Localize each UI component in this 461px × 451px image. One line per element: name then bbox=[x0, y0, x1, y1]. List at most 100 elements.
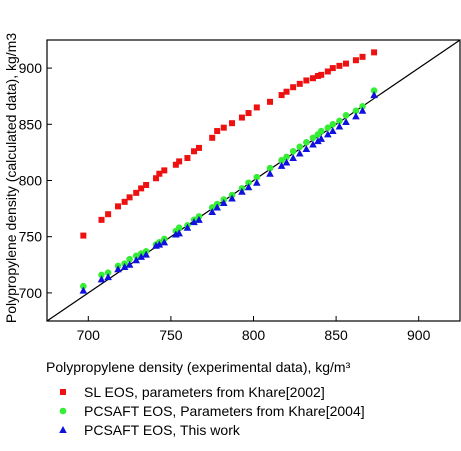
series-1-point bbox=[318, 71, 325, 78]
series-2-point bbox=[80, 282, 87, 290]
y-tick-label: 850 bbox=[19, 116, 43, 132]
series-3-point bbox=[342, 118, 350, 126]
plot-frame bbox=[46, 39, 461, 322]
series-3-point bbox=[137, 252, 145, 260]
series-3-point bbox=[358, 106, 367, 114]
series-1-point bbox=[283, 88, 290, 95]
series-3-point bbox=[370, 91, 378, 99]
series-1-point bbox=[214, 128, 221, 135]
series-3-point bbox=[175, 229, 183, 237]
series-1-point bbox=[80, 232, 87, 239]
series-1-point bbox=[309, 75, 316, 82]
series-1-point bbox=[105, 211, 112, 218]
series-1-point bbox=[176, 158, 183, 165]
series-2-point bbox=[253, 173, 261, 181]
legend: SL EOS, parameters from Khare[2002] PCSAF… bbox=[59, 384, 365, 438]
series-3-point bbox=[228, 194, 236, 202]
series-3-point bbox=[317, 134, 326, 142]
series-1-point bbox=[336, 62, 343, 69]
series-2-point bbox=[296, 143, 304, 151]
series-2-point bbox=[283, 153, 290, 161]
legend-label-1: SL EOS, parameters from Khare[2002] bbox=[84, 384, 325, 400]
x-tick-label: 750 bbox=[159, 327, 183, 343]
series-3-point bbox=[309, 140, 317, 148]
series-1-point bbox=[329, 65, 336, 72]
series-1-point bbox=[172, 161, 179, 168]
series-1-point bbox=[314, 72, 321, 79]
series-2-point bbox=[352, 107, 360, 115]
series-2-point bbox=[289, 147, 297, 155]
series-1-point bbox=[371, 49, 378, 56]
series-1-point bbox=[156, 170, 163, 177]
series-2-point bbox=[329, 121, 337, 128]
series-2-point bbox=[370, 87, 378, 94]
series-1-point bbox=[324, 68, 331, 75]
series-3-point bbox=[195, 215, 203, 223]
series-1-point bbox=[352, 57, 359, 64]
y-tick-label: 700 bbox=[19, 285, 43, 301]
series-2-point bbox=[208, 204, 216, 211]
series-2-point bbox=[309, 134, 317, 142]
series-3-point bbox=[114, 265, 122, 273]
series-3-point bbox=[79, 286, 88, 294]
series-3-point bbox=[352, 112, 360, 120]
series-1-point bbox=[220, 124, 227, 131]
series-3-point bbox=[324, 130, 332, 138]
series-3-point bbox=[125, 260, 134, 268]
series-2-point bbox=[336, 117, 343, 125]
series-2-point bbox=[342, 112, 350, 119]
series-1-point bbox=[98, 216, 105, 223]
series-3-point bbox=[289, 154, 297, 162]
legend-label-3: PCSAFT EOS, This work bbox=[84, 422, 241, 438]
series-2-point bbox=[359, 103, 366, 110]
series-1-point bbox=[278, 92, 285, 99]
series-3-point bbox=[104, 273, 112, 281]
series-3-point bbox=[132, 256, 141, 264]
series-1-point bbox=[290, 84, 297, 91]
series-2-point bbox=[132, 252, 140, 260]
series-3-point bbox=[208, 207, 216, 215]
series-3-point bbox=[244, 183, 253, 191]
series-2-point bbox=[303, 138, 310, 146]
series-1-point bbox=[229, 120, 236, 127]
series-2-point bbox=[245, 179, 252, 187]
series-1-point bbox=[126, 194, 133, 201]
x-tick-label: 700 bbox=[77, 327, 101, 343]
series-3-point bbox=[328, 127, 337, 135]
series-1-point bbox=[238, 114, 245, 121]
legend-marker-2 bbox=[59, 407, 67, 415]
series-3-point bbox=[302, 145, 311, 153]
series-2-point bbox=[126, 255, 133, 263]
series-1-point bbox=[191, 148, 198, 155]
series-3-point bbox=[190, 218, 198, 226]
series-3-point bbox=[160, 238, 169, 246]
series-1-point bbox=[133, 189, 140, 196]
series-3-point bbox=[335, 122, 344, 130]
series-1-point bbox=[209, 134, 216, 141]
x-tick-label: 900 bbox=[407, 327, 431, 343]
series-1-point bbox=[153, 175, 160, 182]
series-2-point bbox=[266, 164, 274, 172]
series-3-point bbox=[120, 263, 129, 271]
series-3-point bbox=[142, 250, 150, 258]
series-1-point bbox=[161, 167, 168, 174]
series-3-point bbox=[238, 187, 246, 195]
series-1-point bbox=[138, 185, 145, 192]
series-3-point bbox=[253, 178, 261, 186]
series-1-point bbox=[184, 155, 191, 162]
series-2-point bbox=[278, 156, 285, 164]
series-1-point bbox=[296, 80, 303, 87]
series-2-point bbox=[175, 224, 183, 232]
series-3-point bbox=[266, 169, 274, 177]
series-3-point bbox=[213, 203, 221, 211]
series-3-point bbox=[97, 275, 106, 283]
series-3-point bbox=[155, 240, 164, 248]
x-tick-label: 800 bbox=[242, 327, 266, 343]
series-1-point bbox=[195, 144, 202, 151]
series-1-point bbox=[143, 181, 150, 188]
y-axis-label: Polypropylene density (calculated data),… bbox=[3, 33, 19, 323]
legend-marker-3 bbox=[59, 426, 67, 433]
series-3-point bbox=[282, 158, 291, 166]
series-1-point bbox=[115, 203, 122, 210]
